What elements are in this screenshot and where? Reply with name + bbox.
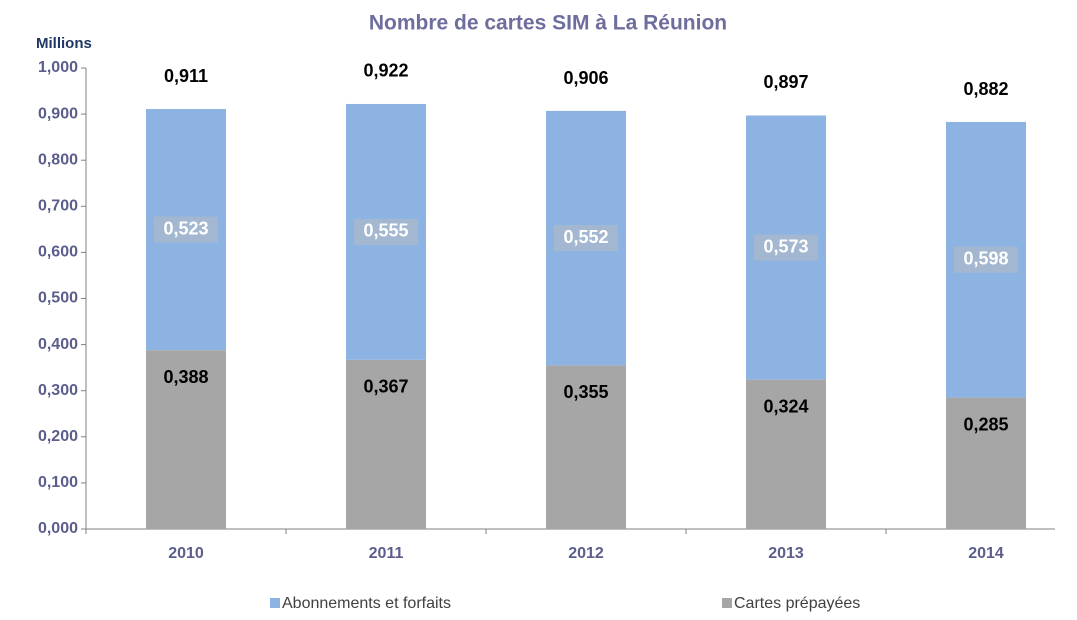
bar-segment: [746, 379, 826, 529]
y-tick-label: 0,600: [38, 244, 78, 261]
label-box: [154, 216, 218, 243]
y-tick-label: 0,500: [38, 290, 78, 307]
y-tick-label: 0,900: [38, 105, 78, 122]
bar-segment: [346, 359, 426, 529]
y-tick-label: 1,000: [38, 59, 78, 76]
total-label: 0,882: [963, 79, 1008, 99]
value-label: 0,324: [763, 396, 808, 416]
y-tick-label: 0,400: [38, 336, 78, 353]
total-label: 0,906: [563, 68, 608, 88]
total-label: 0,911: [164, 66, 208, 86]
bar-segment: [546, 365, 626, 529]
value-label: 0,285: [963, 414, 1008, 434]
total-label: 0,922: [363, 61, 408, 81]
x-tick-label: 2010: [168, 545, 204, 562]
legend-label: Cartes prépayées: [734, 595, 860, 612]
label-box: [554, 225, 618, 252]
y-tick-label: 0,300: [38, 382, 78, 399]
value-label: 0,552: [563, 227, 608, 247]
y-tick-label: 0,700: [38, 198, 78, 215]
y-tick-label: 0,800: [38, 151, 78, 168]
y-tick-label: 0,200: [38, 428, 78, 445]
y-axis-label: Millions: [36, 35, 92, 52]
value-label: 0,367: [363, 377, 408, 397]
value-label: 0,355: [563, 382, 608, 402]
value-label: 0,598: [963, 249, 1008, 269]
value-label: 0,555: [363, 221, 408, 241]
x-tick-label: 2012: [568, 545, 604, 562]
value-label: 0,523: [163, 218, 208, 238]
x-tick-label: 2011: [369, 545, 404, 562]
bar-segment: [146, 350, 226, 529]
legend-swatch: [270, 598, 280, 608]
y-tick-label: 0,100: [38, 474, 78, 491]
value-label: 0,573: [763, 236, 808, 256]
value-label: 0,388: [163, 367, 208, 387]
label-box: [754, 234, 818, 261]
bar-segment: [946, 397, 1026, 529]
chart-title: Nombre de cartes SIM à La Réunion: [369, 12, 727, 35]
x-tick-label: 2013: [768, 545, 804, 562]
label-box: [954, 246, 1018, 273]
y-tick-label: 0,000: [38, 520, 78, 537]
legend-swatch: [722, 598, 732, 608]
total-label: 0,897: [763, 72, 808, 92]
legend-label: Abonnements et forfaits: [282, 595, 451, 612]
label-box: [354, 218, 418, 245]
x-tick-label: 2014: [968, 545, 1004, 562]
